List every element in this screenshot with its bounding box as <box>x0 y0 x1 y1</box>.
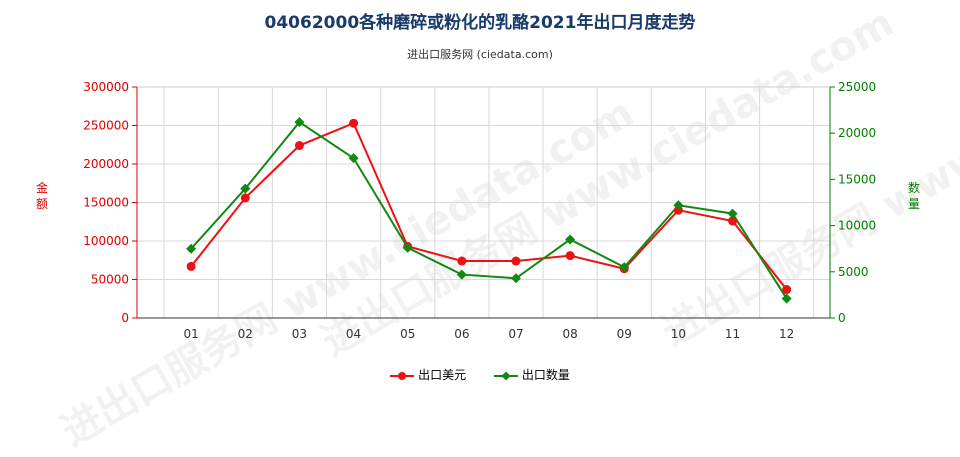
y-axis-right-label: 数量 <box>907 181 920 211</box>
y-left-tick-label: 100000 <box>83 234 129 248</box>
y-axis-left-label: 金额 <box>35 181 48 211</box>
x-tick-label: 02 <box>238 327 253 341</box>
data-point-amount <box>186 261 196 271</box>
data-point-amount <box>240 193 250 203</box>
tick-labels: 0500001000001500002000002500003000000500… <box>83 80 876 341</box>
data-point-quantity <box>456 269 467 280</box>
series-lines <box>190 120 788 300</box>
data-point-amount <box>457 256 467 266</box>
data-point-amount <box>349 118 359 128</box>
y-left-tick-label: 200000 <box>83 157 129 171</box>
x-tick-label: 06 <box>454 327 469 341</box>
legend-swatch-amount <box>390 370 415 382</box>
x-tick-label: 01 <box>184 327 199 341</box>
legend-item-quantity[interactable]: 出口数量 <box>493 366 570 383</box>
data-point-quantity <box>727 208 738 219</box>
x-tick-label: 10 <box>671 327 686 341</box>
legend-label-amount: 出口美元 <box>418 368 467 382</box>
x-tick-label: 05 <box>400 327 415 341</box>
y-right-tick-label: 5000 <box>838 265 869 279</box>
x-tick-label: 11 <box>725 327 740 341</box>
x-tick-label: 12 <box>779 327 794 341</box>
data-point-quantity <box>348 153 359 164</box>
x-tick-label: 04 <box>346 327 361 341</box>
data-point-quantity <box>240 183 251 194</box>
legend-item-amount[interactable]: 出口美元 <box>390 366 466 383</box>
chart-subtitle: 进出口服务网 (ciedata.com) <box>407 48 553 61</box>
line-chart: 0500001000001500002000002500003000000500… <box>83 80 876 341</box>
y-left-tick-label: 0 <box>121 311 129 325</box>
x-tick-label: 03 <box>292 327 307 341</box>
data-point-amount <box>565 251 575 261</box>
data-point-amount <box>294 141 304 151</box>
data-point-quantity <box>402 242 413 253</box>
y-left-tick-label: 300000 <box>83 80 129 94</box>
y-right-tick-label: 25000 <box>838 80 876 94</box>
data-point-quantity <box>510 273 521 284</box>
data-point-quantity <box>781 293 792 304</box>
y-right-tick-label: 10000 <box>838 219 876 233</box>
axes <box>132 86 835 319</box>
y-right-tick-label: 15000 <box>838 172 876 186</box>
data-point-quantity <box>619 262 630 273</box>
x-tick-label: 09 <box>617 327 632 341</box>
data-point-amount <box>782 285 792 295</box>
y-right-tick-label: 20000 <box>838 126 876 140</box>
data-point-quantity <box>565 234 576 245</box>
x-tick-label: 07 <box>508 327 523 341</box>
y-right-tick-label: 0 <box>838 311 846 325</box>
y-left-tick-label: 150000 <box>83 196 129 210</box>
y-left-tick-label: 50000 <box>91 273 129 287</box>
series-markers <box>186 117 792 304</box>
y-left-tick-label: 250000 <box>83 119 129 133</box>
series-line-amount <box>190 121 788 291</box>
legend: 出口美元 出口数量 <box>0 366 960 383</box>
chart-title: 04062000各种磨碎或粉化的乳酪2021年出口月度走势 <box>264 13 696 33</box>
data-point-amount <box>728 216 738 226</box>
data-point-quantity <box>673 200 684 211</box>
x-tick-label: 08 <box>562 327 577 341</box>
legend-swatch-quantity <box>493 370 518 382</box>
data-point-quantity <box>294 117 305 128</box>
series-line-quantity <box>190 120 788 300</box>
legend-label-quantity: 出口数量 <box>521 368 570 382</box>
data-point-quantity <box>186 243 197 254</box>
data-point-amount <box>511 256 521 266</box>
